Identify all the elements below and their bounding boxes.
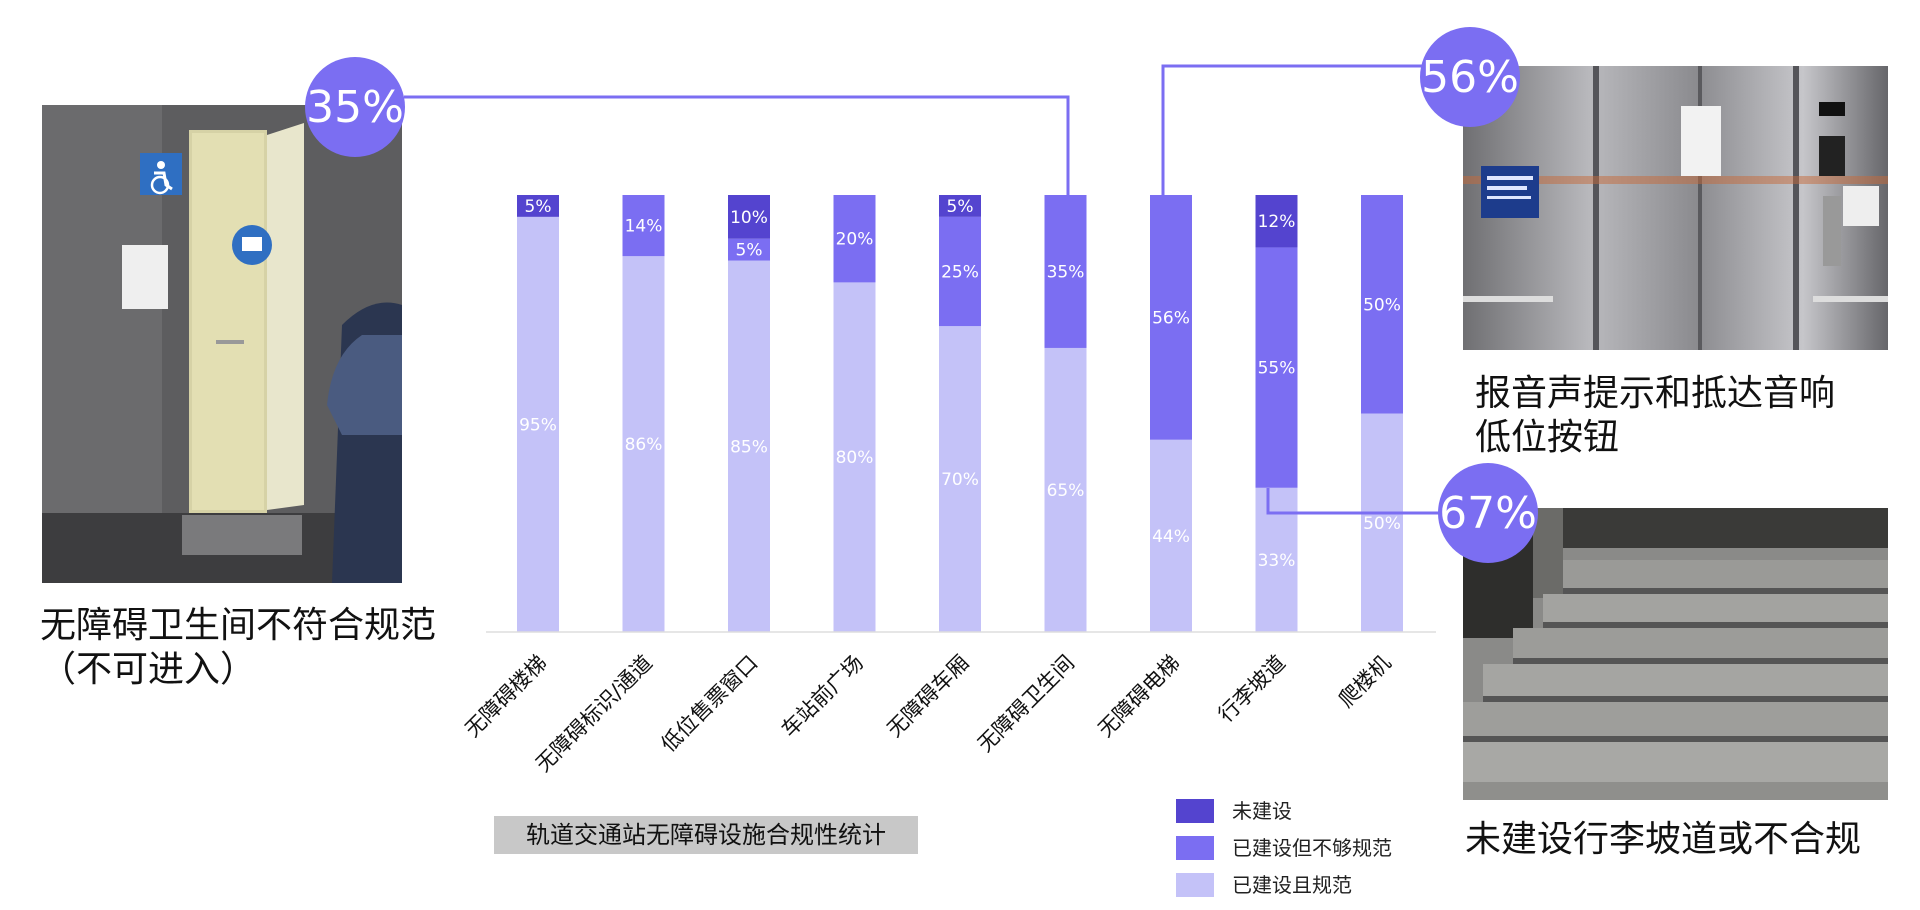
bar-data-label: 10% — [730, 208, 768, 228]
elevator-photo — [1463, 66, 1888, 350]
bar-segment — [1150, 195, 1192, 440]
bar-segment — [939, 195, 981, 217]
x-tick-label: 行李坡道 — [1214, 651, 1290, 727]
bar-segment — [728, 260, 770, 632]
chart-title: 轨道交通站无障碍设施合规性统计 — [494, 816, 918, 854]
legend-swatch-unbuilt — [1176, 799, 1214, 823]
badge-restroom: 35% — [305, 57, 405, 157]
bar-data-label: 25% — [941, 262, 979, 282]
bar-segment — [517, 195, 559, 217]
bar-segment — [939, 216, 981, 327]
bar-data-label: 5% — [736, 241, 763, 261]
legend-item-built-standard: 已建设且规范 — [1176, 871, 1416, 899]
bar-data-label: 50% — [1363, 295, 1401, 315]
bar-segment — [728, 195, 770, 239]
bar-data-label: 55% — [1258, 359, 1296, 379]
badge-ramp: 67% — [1438, 463, 1538, 563]
bar-data-label: 86% — [625, 435, 663, 455]
x-tick-label: 无障碍卫生间 — [973, 651, 1079, 757]
bar-data-label: 35% — [1047, 262, 1085, 282]
bar-data-label: 5% — [947, 197, 974, 217]
bar-data-label: 20% — [836, 230, 874, 250]
bar-data-label: 56% — [1152, 308, 1190, 328]
x-tick-label: 车站前广场 — [777, 651, 868, 742]
bar-data-label: 33% — [1258, 551, 1296, 571]
bar-data-label: 85% — [730, 437, 768, 457]
legend-swatch-built-standard — [1176, 873, 1214, 897]
ramp-photo — [1463, 508, 1888, 800]
bar-segment — [1044, 347, 1087, 632]
bar-segment — [939, 326, 981, 632]
x-tick-label: 低位售票窗口 — [656, 651, 762, 757]
connector-elevator — [1161, 64, 1424, 195]
bar-segment — [622, 256, 665, 632]
x-tick-label: 无障碍楼梯 — [460, 651, 551, 742]
bar-data-label: 50% — [1363, 514, 1401, 534]
bar-segment — [833, 195, 876, 283]
legend-item-unbuilt: 未建设 — [1176, 797, 1416, 825]
legend-label-unbuilt: 未建设 — [1232, 799, 1292, 823]
bar-data-label: 5% — [525, 197, 552, 217]
badge-elevator: 56% — [1420, 27, 1520, 127]
badge-ramp-label: 67% — [1439, 488, 1537, 539]
bar-data-label: 70% — [941, 470, 979, 490]
bar-segment — [1255, 195, 1298, 248]
x-tick-label: 无障碍电梯 — [1093, 651, 1184, 742]
legend-item-built-nonstandard: 已建设但不够规范 — [1176, 834, 1416, 862]
x-tick-label: 无障碍标识/通道 — [531, 651, 657, 777]
legend-label-built-standard: 已建设且规范 — [1232, 873, 1352, 897]
legend-label-built-nonstandard: 已建设但不够规范 — [1232, 836, 1392, 860]
bar-segment — [622, 195, 665, 257]
x-tick-label: 无障碍车厢 — [882, 651, 973, 742]
connector-ramp — [1266, 488, 1440, 515]
bar-data-label: 14% — [625, 217, 663, 237]
bar-segment — [1255, 247, 1298, 488]
bar-segment — [1361, 413, 1403, 632]
bar-data-label: 65% — [1047, 481, 1085, 501]
x-tick-label: 爬楼机 — [1334, 651, 1396, 713]
ramp-caption: 未建设行李坡道或不合规 — [1465, 819, 1862, 860]
connector-restroom — [404, 95, 1070, 195]
restroom-caption: 无障碍卫生间不符合规范 （不可进入） — [40, 605, 437, 690]
badge-restroom-label: 35% — [306, 82, 404, 133]
bar-data-label: 95% — [519, 415, 557, 435]
restroom-photo — [42, 105, 402, 583]
bar-data-label: 12% — [1258, 212, 1296, 232]
bar-segment — [728, 238, 770, 261]
bar-data-label: 44% — [1152, 527, 1190, 547]
bar-segment — [1361, 195, 1403, 414]
bar-segment — [1044, 195, 1087, 348]
bar-data-label: 80% — [836, 448, 874, 468]
badge-elevator-label: 56% — [1421, 52, 1519, 103]
bar-segment — [1150, 439, 1192, 632]
connectors-layer — [404, 64, 1440, 515]
elevator-caption: 报音声提示和抵达音响 低位按钮 — [1475, 373, 1836, 458]
bar-segment — [833, 282, 876, 632]
bar-segment — [517, 216, 559, 632]
legend-swatch-built-nonstandard — [1176, 836, 1214, 860]
bars-layer: 95% 5% 86% 14% 85% 5% 10% 80% 20% 70% 25% 5% 65% 35% 4… — [517, 195, 1403, 632]
